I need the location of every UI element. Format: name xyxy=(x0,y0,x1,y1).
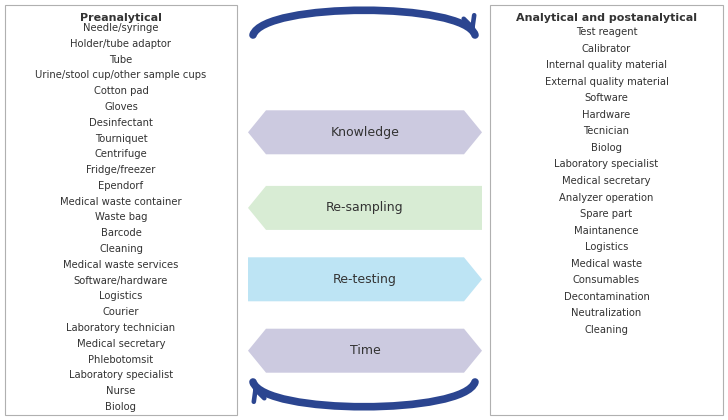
Text: Tourniquet: Tourniquet xyxy=(95,134,147,144)
Text: Medical secretary: Medical secretary xyxy=(76,339,165,349)
Text: Ependorf: Ependorf xyxy=(98,181,143,191)
Polygon shape xyxy=(248,329,482,373)
Text: Tube: Tube xyxy=(109,55,132,65)
Text: Desinfectant: Desinfectant xyxy=(89,118,153,128)
Text: Fridge/freezer: Fridge/freezer xyxy=(87,165,156,175)
Text: Software: Software xyxy=(585,93,628,103)
Text: Holder/tube adaptor: Holder/tube adaptor xyxy=(71,39,172,49)
Text: Internal quality material: Internal quality material xyxy=(546,60,667,70)
Polygon shape xyxy=(248,257,482,301)
Text: Test reagent: Test reagent xyxy=(576,27,637,37)
Text: Courier: Courier xyxy=(103,307,139,317)
Text: Calibrator: Calibrator xyxy=(582,44,631,54)
Text: Medical waste container: Medical waste container xyxy=(60,197,182,207)
Bar xyxy=(5,5,237,415)
Text: Medical waste services: Medical waste services xyxy=(63,260,178,270)
Text: Tecnician: Tecnician xyxy=(584,126,630,136)
Text: Cleaning: Cleaning xyxy=(99,244,143,254)
Text: Cleaning: Cleaning xyxy=(585,325,628,335)
Text: Waste bag: Waste bag xyxy=(95,213,147,223)
Text: Knowledge: Knowledge xyxy=(331,126,400,139)
Text: Gloves: Gloves xyxy=(104,102,138,112)
Text: Maintanence: Maintanence xyxy=(574,226,638,236)
Text: Barcode: Barcode xyxy=(100,228,141,238)
Text: Re-sampling: Re-sampling xyxy=(326,202,404,214)
Text: Logistics: Logistics xyxy=(99,291,143,302)
Text: Time: Time xyxy=(349,344,380,357)
Text: Analyzer operation: Analyzer operation xyxy=(559,192,654,202)
Text: Phlebotomsit: Phlebotomsit xyxy=(88,354,154,365)
Text: Medical waste: Medical waste xyxy=(571,259,642,269)
Text: Decontamination: Decontamination xyxy=(563,292,649,302)
Text: Centrifuge: Centrifuge xyxy=(95,150,147,159)
Text: Re-testing: Re-testing xyxy=(333,273,397,286)
Text: External quality material: External quality material xyxy=(545,77,668,87)
Text: Laboratory specialist: Laboratory specialist xyxy=(555,160,659,169)
Text: Neutralization: Neutralization xyxy=(571,308,641,318)
Text: Biolog: Biolog xyxy=(106,402,137,412)
Text: Urine/stool cup/other sample cups: Urine/stool cup/other sample cups xyxy=(36,71,207,80)
Text: Preanalytical: Preanalytical xyxy=(80,13,162,23)
Text: Logistics: Logistics xyxy=(585,242,628,252)
Bar xyxy=(490,5,723,415)
Text: Biolog: Biolog xyxy=(591,143,622,153)
Text: Hardware: Hardware xyxy=(582,110,630,120)
Text: Spare part: Spare part xyxy=(580,209,633,219)
Text: Laboratory technician: Laboratory technician xyxy=(66,323,175,333)
Text: Cotton pad: Cotton pad xyxy=(94,86,149,96)
Text: Medical secretary: Medical secretary xyxy=(562,176,651,186)
Text: Needle/syringe: Needle/syringe xyxy=(83,23,159,33)
Text: Software/hardware: Software/hardware xyxy=(74,276,168,286)
Polygon shape xyxy=(248,186,482,230)
Polygon shape xyxy=(248,110,482,154)
Text: Consumables: Consumables xyxy=(573,276,640,285)
Text: Nurse: Nurse xyxy=(106,386,135,396)
Text: Analytical and postanalytical: Analytical and postanalytical xyxy=(516,13,697,23)
Text: Laboratory specialist: Laboratory specialist xyxy=(69,370,173,381)
